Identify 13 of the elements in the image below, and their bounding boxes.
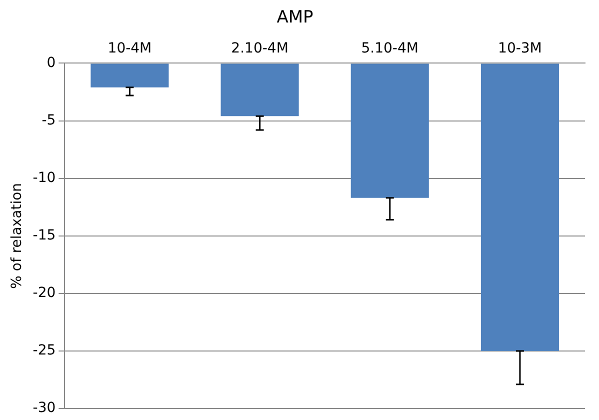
x-tick-label: 10-3M (498, 40, 542, 56)
x-tick-label: 2.10-4M (231, 40, 288, 56)
y-tick-label: -30 (32, 400, 56, 416)
y-tick-label: -10 (32, 170, 56, 186)
chart-title: AMP (276, 8, 314, 28)
x-tick-label: 10-4M (108, 40, 152, 56)
y-tick-label: 0 (46, 54, 56, 71)
y-axis-title: % of relaxation (9, 182, 26, 289)
y-tick-label: -25 (32, 342, 56, 359)
y-tick-label: -20 (32, 285, 56, 302)
y-tick-label: -5 (42, 112, 56, 128)
x-tick-label: 5.10-4M (361, 40, 418, 56)
y-tick-label: -15 (32, 228, 56, 244)
